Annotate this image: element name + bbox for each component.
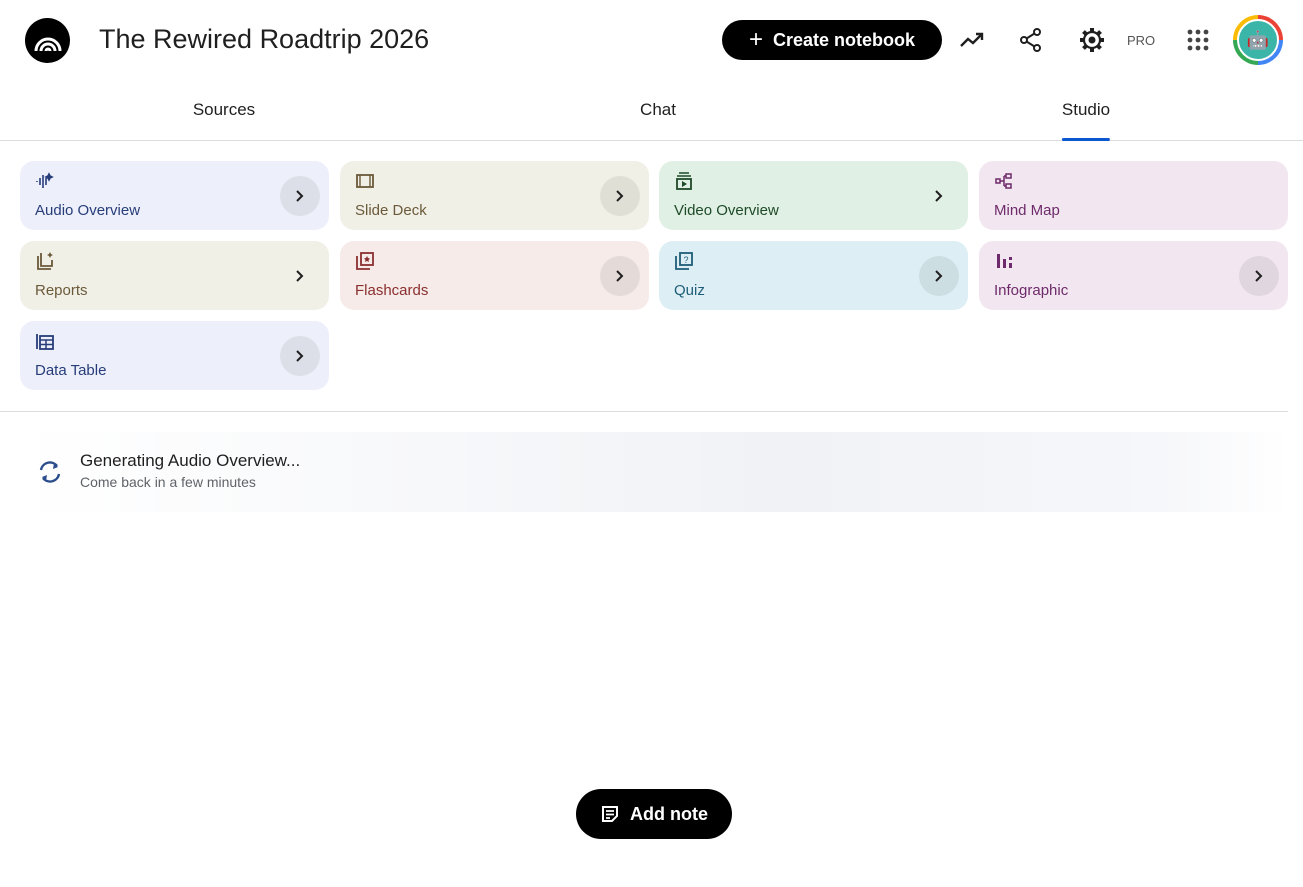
logo-icon [34, 37, 61, 51]
data-table-icon [36, 334, 54, 350]
tab-chat[interactable]: Chat [640, 100, 676, 119]
robot-avatar-icon: 🤖 [1237, 19, 1279, 61]
generating-title: Generating Audio Overview... [80, 451, 301, 470]
notebooklm-logo[interactable] [25, 18, 70, 63]
chevron-right-icon[interactable] [280, 256, 320, 296]
tile-label: Flashcards [355, 282, 429, 299]
add-note-label: Add note [630, 803, 708, 824]
app-header: The Rewired Roadtrip 2026 + Create notebo… [0, 0, 1303, 80]
apps-grid-icon[interactable] [1184, 26, 1212, 54]
chevron-right-icon[interactable] [919, 176, 959, 216]
tab-sources[interactable]: Sources [192, 100, 256, 119]
flashcards-icon [356, 252, 374, 270]
tile-data-table[interactable]: Data Table [20, 321, 329, 390]
tab-bar: Sources Chat Studio [0, 80, 1303, 141]
slides-icon [356, 174, 374, 188]
svg-text:?: ? [683, 255, 688, 265]
mind-map-icon [995, 173, 1012, 189]
sync-icon [39, 461, 61, 483]
share-icon[interactable] [1017, 26, 1045, 54]
generating-subtitle: Come back in a few minutes [80, 474, 256, 490]
tile-label: Reports [35, 282, 88, 299]
audio-waveform-icon [36, 172, 54, 188]
note-icon [602, 806, 618, 822]
infographic-icon [997, 254, 1012, 268]
chevron-right-icon[interactable] [919, 256, 959, 296]
tile-label: Quiz [674, 282, 705, 299]
tile-label: Data Table [35, 362, 107, 379]
tile-label: Slide Deck [355, 202, 427, 219]
chevron-right-icon[interactable] [280, 336, 320, 376]
tile-label: Audio Overview [35, 202, 141, 219]
tile-video-overview[interactable]: Video Overview [659, 161, 968, 230]
pro-badge: PRO [1127, 33, 1156, 48]
tile-label: Mind Map [994, 202, 1060, 219]
reports-icon [37, 252, 53, 270]
tile-mind-map[interactable]: Mind Map [979, 161, 1288, 230]
tile-audio-overview[interactable]: Audio Overview [20, 161, 329, 230]
chevron-right-icon[interactable] [600, 176, 640, 216]
divider [0, 411, 1288, 412]
chevron-right-icon[interactable] [1239, 256, 1279, 296]
generating-status-card: Generating Audio Overview... Come back i… [20, 432, 1288, 512]
tile-quiz[interactable]: ? Quiz [659, 241, 968, 310]
tile-label: Infographic [994, 282, 1069, 299]
add-note-button[interactable]: Add note [576, 789, 732, 839]
plus-icon: + [748, 26, 763, 53]
chevron-right-icon[interactable] [600, 256, 640, 296]
tile-flashcards[interactable]: Flashcards [340, 241, 649, 310]
create-notebook-label: Create notebook [772, 29, 916, 50]
notebook-title[interactable]: The Rewired Roadtrip 2026 [99, 24, 430, 54]
analytics-icon[interactable] [958, 26, 986, 54]
tab-studio[interactable]: Studio [1061, 100, 1111, 141]
tile-slide-deck[interactable]: Slide Deck [340, 161, 649, 230]
avatar[interactable]: 🤖 [1233, 15, 1283, 65]
create-notebook-button[interactable]: + Create notebook [722, 20, 942, 60]
chevron-right-icon[interactable] [280, 176, 320, 216]
tile-label: Video Overview [674, 202, 779, 219]
tile-reports[interactable]: Reports [20, 241, 329, 310]
quiz-icon: ? [675, 252, 693, 270]
video-icon [676, 172, 692, 190]
tile-infographic[interactable]: Infographic [979, 241, 1288, 310]
settings-icon[interactable] [1078, 26, 1106, 54]
